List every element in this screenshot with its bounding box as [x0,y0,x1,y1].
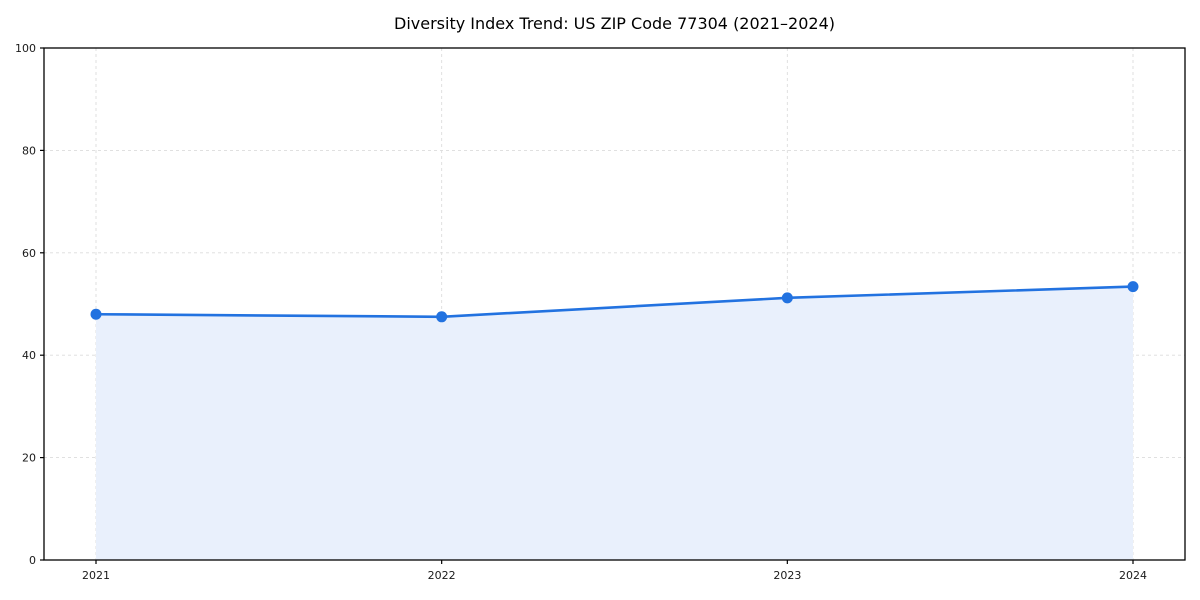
area-fill [96,286,1133,560]
y-tick-label: 100 [15,42,36,55]
plot-border [43,47,1186,561]
y-tick-label: 80 [22,144,36,157]
data-point [90,308,102,320]
x-tick-label: 2021 [82,569,110,582]
y-tick-label: 60 [22,247,36,260]
y-tick-label: 20 [22,452,36,465]
x-tick-label: 2022 [428,569,456,582]
y-tick-label: 0 [29,554,36,567]
data-point [436,311,448,323]
chart-title: Diversity Index Trend: US ZIP Code 77304… [394,14,835,33]
data-point [1127,281,1139,293]
x-tick-label: 2024 [1119,569,1147,582]
y-tick-label: 40 [22,349,36,362]
x-tick-label: 2023 [773,569,801,582]
data-point [781,292,793,304]
trend-line [94,285,1135,319]
